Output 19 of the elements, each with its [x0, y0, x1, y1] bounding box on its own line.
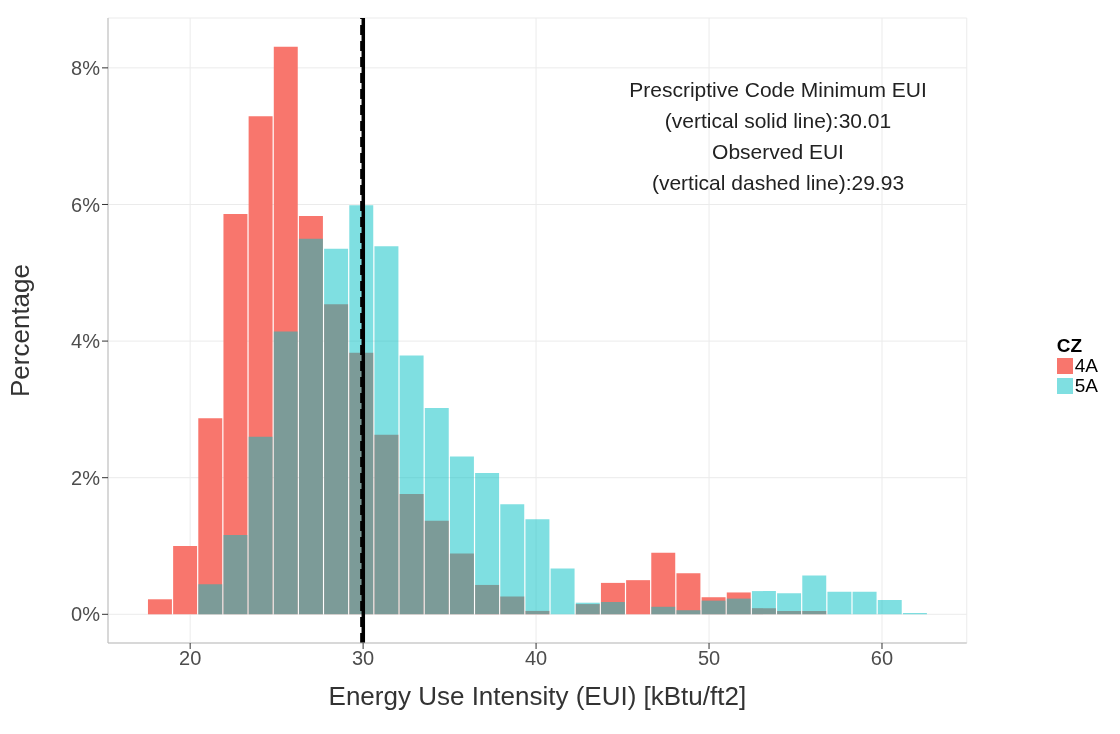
x-tick-label: 40	[524, 647, 548, 670]
legend-label: 4A	[1074, 354, 1098, 376]
x-tick-label: 60	[870, 647, 894, 670]
x-tick-label: 30	[351, 647, 375, 670]
y-axis-title: Percentage	[5, 264, 36, 397]
x-axis-title: Energy Use Intensity (EUI) [kBtu/ft2]	[328, 681, 747, 711]
legend-title: CZ	[1056, 334, 1084, 356]
y-tick-label: 0%	[71, 603, 101, 626]
annotation: Prescriptive Code Minimum EUI	[628, 77, 928, 103]
y-tick-label: 8%	[71, 56, 101, 79]
annotation: Observed EUI	[711, 139, 845, 165]
legend-label: 5A	[1074, 374, 1098, 396]
annotation: (vertical solid line):30.01	[663, 108, 893, 134]
x-tick-label: 50	[697, 647, 721, 670]
y-tick-label: 2%	[71, 466, 101, 489]
x-tick-label: 20	[179, 647, 202, 670]
y-tick-label: 6%	[71, 193, 101, 216]
annotation: (vertical dashed line):29.93	[650, 170, 906, 196]
y-tick-label: 4%	[71, 330, 101, 353]
